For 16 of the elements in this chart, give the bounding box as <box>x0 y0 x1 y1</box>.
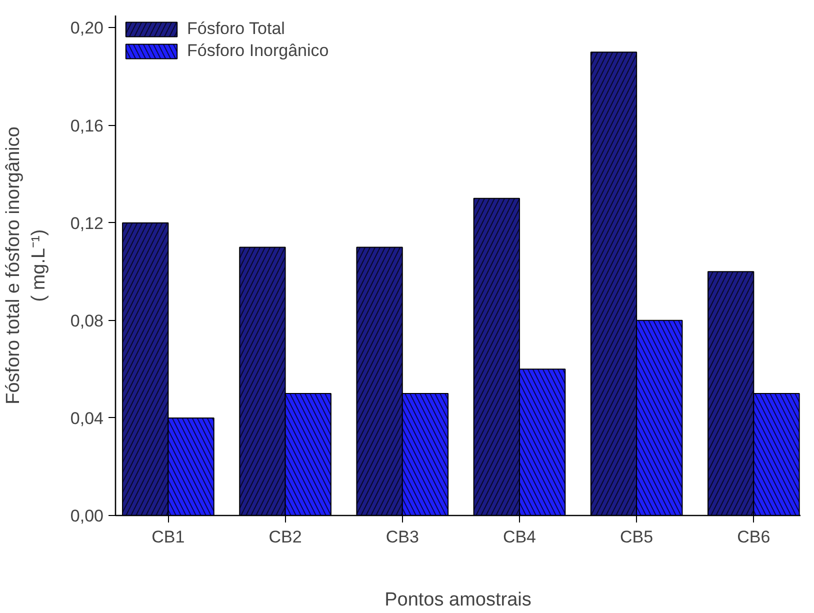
x-tick-label: CB3 <box>386 528 419 546</box>
legend-label: Fósforo Inorgânico <box>187 41 329 61</box>
y-tick-label: 0,16 <box>70 116 104 136</box>
x-axis-title: Pontos amostrais <box>384 590 532 610</box>
y-tick-label: 0,20 <box>70 18 104 38</box>
x-tick-label: CB2 <box>268 528 302 546</box>
y-tick-label: 0,12 <box>70 214 104 233</box>
x-tick-label: CB6 <box>737 528 770 546</box>
x-tick-label: CB1 <box>152 528 185 546</box>
x-tick-label: CB5 <box>620 528 654 546</box>
y-axis-title: Fósforo total e fósforo inorgânico ( mg.L⁻¹) <box>3 126 50 404</box>
y-tick-label: 0,08 <box>70 311 104 330</box>
x-tick-label: CB4 <box>502 528 536 546</box>
y-tick-label: 0,00 <box>70 506 104 526</box>
legend-label: Fósforo Total <box>187 19 285 39</box>
y-tick-label: 0,04 <box>70 408 104 428</box>
